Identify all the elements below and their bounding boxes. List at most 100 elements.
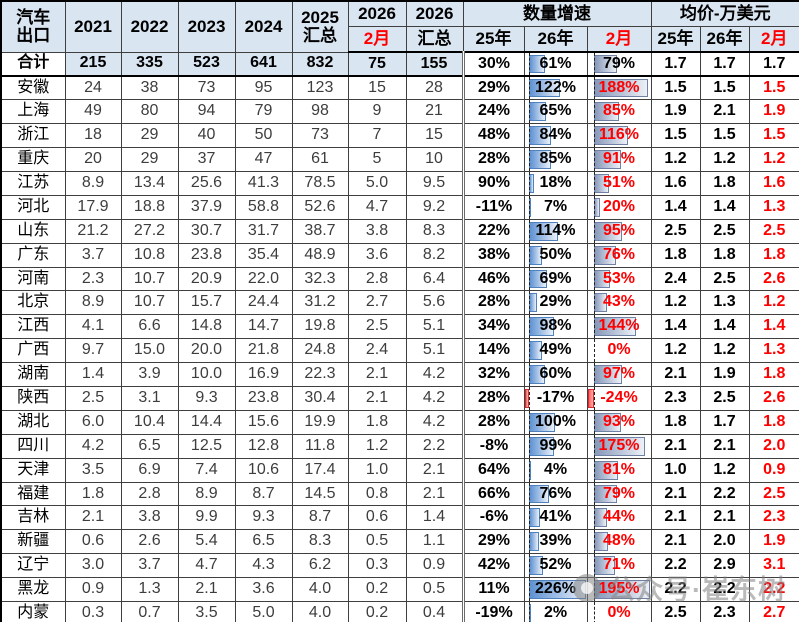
- growth-value: -17%: [536, 389, 575, 407]
- cell-g26: 84%: [523, 123, 588, 149]
- cell-g25: 28%: [461, 147, 525, 172]
- cell-y2021: 6.0: [64, 409, 122, 435]
- cell-feb2026: 9: [347, 99, 407, 125]
- col-header-growth-feb: 2月: [586, 26, 652, 53]
- cell-tot2026: 4.2: [405, 362, 464, 387]
- growth-value: 144%: [598, 317, 640, 335]
- bar-axis-line: [594, 53, 596, 74]
- cell-g25: 66%: [461, 481, 525, 507]
- cell-y2025: 4.0: [291, 577, 349, 602]
- growth-value: 7%: [543, 197, 568, 215]
- cell-y2022: 3.1: [120, 385, 179, 411]
- cell-p26: 1.2: [699, 338, 750, 364]
- cell-p26: 2.2: [699, 481, 750, 507]
- cell-tot2026: 2.1: [405, 457, 464, 483]
- cell-y2023: 10.0: [177, 362, 236, 387]
- growth-value: 84%: [539, 126, 572, 144]
- cell-y2021: 1.8: [64, 481, 122, 507]
- cell-feb2026: 0.3: [347, 553, 407, 579]
- growth-value: 61%: [539, 54, 572, 72]
- cell-pfeb: 1.5: [748, 123, 799, 149]
- cell-tot2026: 0.4: [405, 600, 464, 622]
- cell-pfeb: 2.7: [748, 600, 799, 622]
- bar-axis-line: [594, 244, 596, 267]
- bar-axis-line: [529, 363, 531, 386]
- cell-y2023: 25.6: [177, 170, 236, 196]
- cell-gfeb: 91%: [586, 147, 652, 172]
- growth-value: 44%: [602, 508, 636, 526]
- growth-value: 114%: [535, 221, 576, 239]
- cell-tot2026: 2.2: [405, 433, 464, 459]
- cell-gfeb: 81%: [586, 457, 652, 483]
- cell-y2025: 98: [291, 99, 349, 125]
- cell-g25: 38%: [461, 242, 525, 268]
- growth-value: 81%: [602, 460, 636, 478]
- cell-g25: 28%: [461, 290, 525, 316]
- cell-y2024: 22.0: [234, 266, 293, 292]
- cell-tot2026: 5.6: [405, 290, 464, 316]
- cell-g26: 39%: [523, 529, 588, 555]
- cell-y2022: 29: [120, 123, 179, 149]
- cell-g26: 98%: [523, 314, 588, 340]
- cell-pfeb: 1.6: [748, 170, 799, 196]
- cell-gfeb: 0%: [586, 338, 652, 364]
- growth-value: -24%: [600, 389, 638, 407]
- row-label-line1: 汽车: [16, 7, 51, 27]
- cell-y2024: 24.4: [234, 290, 293, 316]
- growth-value: 65%: [539, 102, 572, 120]
- cell-gfeb: 48%: [586, 529, 652, 555]
- cell-gfeb: 85%: [586, 99, 652, 125]
- cell-p26: 1.4: [699, 194, 750, 220]
- row-label: 天津: [0, 457, 66, 483]
- cell-p25: 2.3: [650, 385, 701, 411]
- table-row: 吉林 2.1 3.8 9.9 9.3 8.7 0.6 1.4 -6% 41% 44% 2.1 2.1 2.…: [0, 505, 799, 531]
- bar-axis-line: [529, 387, 531, 410]
- cell-y2022: 6.6: [120, 314, 179, 340]
- bar-axis-line: [529, 411, 531, 434]
- cell-y2025: 38.7: [291, 218, 349, 244]
- cell-p26: 2.1: [699, 99, 750, 125]
- cell-y2022: 0.7: [120, 600, 179, 622]
- cell-y2024: 16.9: [234, 362, 293, 387]
- growth-value: 0%: [607, 341, 631, 359]
- cell-p26: 1.5: [699, 75, 750, 101]
- cell-y2023: 3.5: [177, 600, 236, 622]
- cell-p26: 2.0: [699, 529, 750, 555]
- cell-y2021: 4.1: [64, 314, 122, 340]
- cell-y2022: 38: [120, 75, 179, 101]
- row-label: 湖南: [0, 362, 66, 387]
- bar-axis-line: [594, 339, 596, 362]
- cell-pfeb: 2.6: [748, 385, 799, 411]
- cell-p25: 2.4: [650, 266, 701, 292]
- table-row: 安徽 24 38 73 95 123 15 28 29% 122% 188% 1.5 1.5 1.5: [0, 75, 799, 101]
- cell-p26: 1.8: [699, 242, 750, 268]
- cell-y2022: 3.9: [120, 362, 179, 387]
- growth-value: 48%: [602, 532, 636, 550]
- bar-axis-line: [529, 578, 531, 601]
- row-label: 江西: [0, 314, 66, 340]
- cell-pfeb: 1.5: [748, 75, 799, 101]
- growth-value: 100%: [535, 412, 576, 430]
- growth-value: 50%: [539, 245, 572, 263]
- cell-feb2026: 2.5: [347, 314, 407, 340]
- row-label: 河南: [0, 266, 66, 292]
- cell-y2025: 61: [291, 147, 349, 172]
- cell-pfeb: 1.8: [748, 242, 799, 268]
- cell-gfeb: 195%: [586, 577, 652, 602]
- cell-y2023: 14.8: [177, 314, 236, 340]
- cell-g26: 41%: [523, 505, 588, 531]
- bar-axis-line: [594, 76, 596, 99]
- cell-y2025: 6.2: [291, 553, 349, 579]
- cell-g26: -17%: [523, 385, 588, 411]
- growth-value: 71%: [602, 556, 636, 574]
- row-label: 新疆: [0, 529, 66, 555]
- row-label: 福建: [0, 481, 66, 507]
- cell-p26: 1.7: [699, 51, 750, 77]
- cell-g25: -6%: [461, 505, 525, 531]
- cell-g25: 48%: [461, 123, 525, 149]
- col-header-2026-feb-top: 2026: [347, 0, 407, 27]
- bar-axis-line: [594, 220, 596, 243]
- cell-p25: 1.5: [650, 75, 701, 101]
- table-row: 新疆 0.6 2.6 5.4 6.5 8.3 0.5 1.1 29% 39% 48% 2.1 2.0 1.…: [0, 529, 799, 555]
- cell-p26: 2.1: [699, 433, 750, 459]
